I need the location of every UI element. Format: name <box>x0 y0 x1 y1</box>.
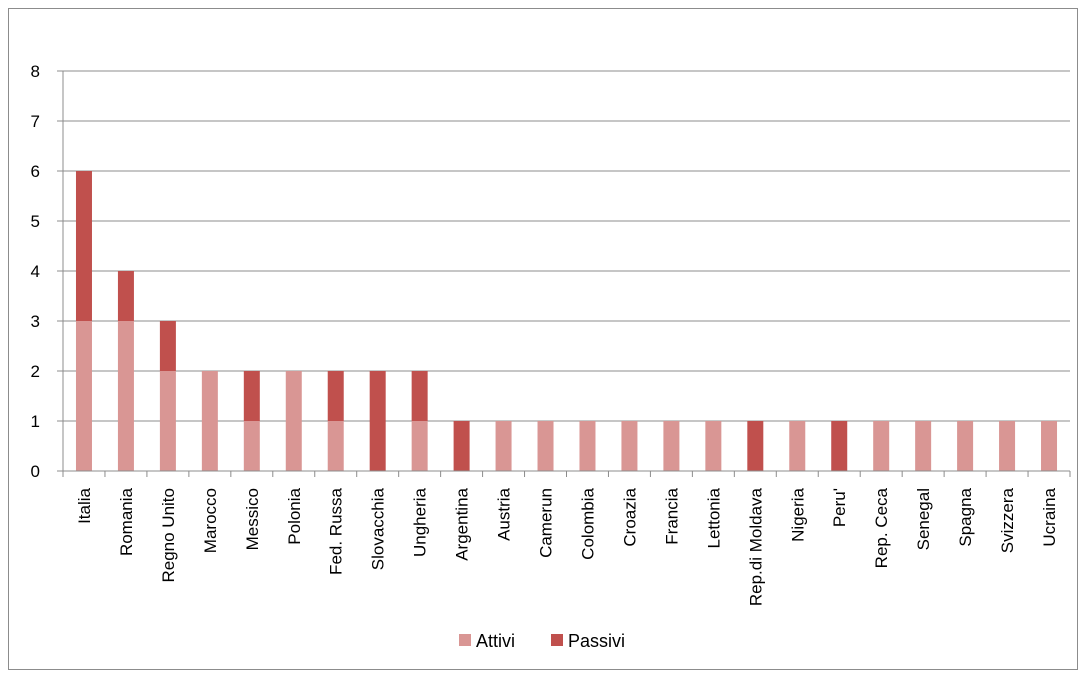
x-category-label: Senegal <box>914 488 933 550</box>
y-tick-label: 4 <box>31 262 40 281</box>
bar-attivi <box>579 421 596 471</box>
bar-passivi <box>75 171 92 321</box>
bar-attivi <box>411 421 428 471</box>
legend-label-attivi: Attivi <box>476 631 515 651</box>
bars <box>75 171 1058 471</box>
bar-attivi <box>915 421 932 471</box>
x-category-label: Austria <box>495 487 514 540</box>
bar-attivi <box>621 421 638 471</box>
x-category-label: Romania <box>117 487 136 556</box>
bar-attivi <box>705 421 722 471</box>
x-category-label: Camerun <box>537 488 556 558</box>
y-tick-label: 1 <box>31 412 40 431</box>
x-category-label: Slovacchia <box>369 487 388 570</box>
x-axis-category-labels: Italia Romania Regno Unito Marocco Messico Po… <box>75 487 1059 606</box>
x-category-label: Messico <box>243 488 262 550</box>
bar-attivi <box>117 321 134 471</box>
bar-passivi <box>159 321 176 371</box>
x-category-label: Nigeria <box>788 487 807 541</box>
x-category-label: Francia <box>662 487 681 544</box>
x-category-label: Italia <box>75 487 94 523</box>
bar-attivi <box>1041 421 1058 471</box>
bar-passivi <box>369 371 386 471</box>
bar-passivi <box>831 421 848 471</box>
y-tick-label: 8 <box>31 62 40 81</box>
x-category-label: Polonia <box>285 487 304 544</box>
bar-attivi <box>495 421 512 471</box>
x-category-label: Svizzera <box>998 487 1017 553</box>
x-category-label: Rep.di Moldava <box>746 487 765 606</box>
x-category-label: Rep. Ceca <box>872 487 891 568</box>
bar-attivi <box>789 421 806 471</box>
bar-passivi <box>411 371 428 421</box>
bar-attivi <box>243 421 260 471</box>
bar-passivi <box>453 421 470 471</box>
x-category-label: Regno Unito <box>159 488 178 583</box>
bar-attivi <box>957 421 974 471</box>
x-category-label: Colombia <box>578 487 597 559</box>
x-category-label: Peru' <box>830 488 849 527</box>
bar-attivi <box>999 421 1016 471</box>
x-category-label: Croazia <box>620 487 639 546</box>
x-category-label: Marocco <box>201 488 220 553</box>
bar-attivi <box>873 421 890 471</box>
y-tick-label: 0 <box>31 462 40 481</box>
legend-swatch-passivi <box>551 634 563 646</box>
chart-frame <box>8 8 1078 670</box>
y-axis-tick-labels: 0 1 2 3 4 5 6 7 8 <box>31 62 40 481</box>
x-category-label: Lettonia <box>704 487 723 548</box>
x-category-label: Spagna <box>956 487 975 546</box>
bar-passivi <box>117 271 134 321</box>
x-category-label: Ungheria <box>411 487 430 557</box>
y-tick-label: 7 <box>31 112 40 131</box>
legend-label-passivi: Passivi <box>568 631 625 651</box>
bar-attivi <box>285 371 302 471</box>
bar-passivi <box>747 421 764 471</box>
bar-attivi <box>537 421 554 471</box>
bar-attivi <box>75 321 92 471</box>
bar-attivi <box>327 421 344 471</box>
gridlines <box>57 70 1070 422</box>
bar-passivi <box>243 371 260 421</box>
y-tick-label: 5 <box>31 212 40 231</box>
bar-passivi <box>327 371 344 421</box>
bar-attivi <box>201 371 218 471</box>
bar-attivi <box>159 371 176 471</box>
legend-swatch-attivi <box>459 634 471 646</box>
x-axis <box>57 71 1071 477</box>
x-category-label: Ucraina <box>1040 487 1059 546</box>
bar-attivi <box>663 421 680 471</box>
y-tick-label: 2 <box>31 362 40 381</box>
x-category-label: Fed. Russa <box>327 487 346 574</box>
legend: Attivi Passivi <box>459 631 625 651</box>
y-tick-label: 3 <box>31 312 40 331</box>
y-tick-label: 6 <box>31 162 40 181</box>
x-category-label: Argentina <box>453 487 472 560</box>
